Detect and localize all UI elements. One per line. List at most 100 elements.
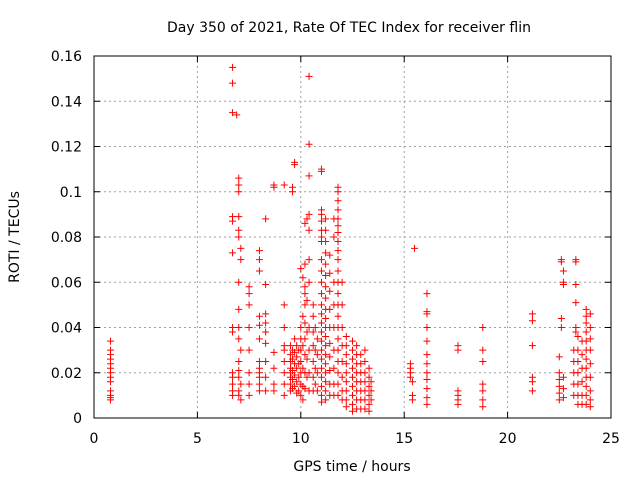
- data-point: [107, 378, 115, 386]
- data-point: [317, 337, 325, 345]
- data-point: [322, 342, 330, 350]
- data-point: [317, 310, 325, 318]
- data-point: [245, 290, 253, 298]
- data-point: [235, 324, 243, 331]
- data-point: [303, 328, 311, 336]
- data-point: [338, 324, 346, 331]
- data-point: [338, 373, 346, 381]
- data-point: [365, 382, 373, 390]
- data-point: [311, 364, 319, 372]
- data-point: [295, 373, 303, 381]
- data-point: [582, 337, 590, 345]
- x-tick-label: 5: [193, 431, 202, 447]
- data-point: [317, 398, 325, 406]
- data-point: [582, 364, 590, 372]
- data-point: [528, 342, 536, 350]
- data-point: [255, 387, 263, 395]
- data-point: [342, 360, 350, 368]
- data-point: [326, 339, 334, 347]
- data-point: [262, 310, 270, 318]
- data-point: [586, 403, 594, 411]
- y-tick-label: 0.06: [51, 275, 82, 291]
- data-point: [262, 357, 270, 365]
- data-point: [317, 373, 325, 381]
- data-point: [255, 380, 263, 388]
- data-point: [586, 396, 594, 404]
- data-point: [349, 407, 356, 415]
- data-point: [322, 226, 330, 234]
- data-point: [235, 213, 243, 221]
- data-point: [334, 369, 342, 377]
- data-point: [301, 385, 309, 393]
- data-points: [107, 63, 594, 415]
- y-tick-label: 0.12: [51, 140, 82, 156]
- data-point: [262, 281, 270, 289]
- data-point: [299, 312, 307, 320]
- data-point: [305, 278, 313, 286]
- data-point: [559, 385, 567, 393]
- data-point: [361, 369, 369, 377]
- data-point: [303, 355, 311, 363]
- data-point: [235, 174, 243, 182]
- data-point: [245, 391, 253, 399]
- data-point: [423, 376, 431, 384]
- data-point: [280, 324, 288, 331]
- data-point: [586, 387, 594, 395]
- data-point: [280, 357, 288, 365]
- data-point: [309, 301, 317, 309]
- data-point: [479, 357, 487, 365]
- data-point: [334, 197, 342, 205]
- data-point: [237, 346, 245, 354]
- y-tick-label: 0.02: [51, 366, 82, 382]
- data-point: [280, 380, 288, 388]
- data-point: [361, 346, 369, 354]
- x-tick-label: 25: [602, 431, 620, 447]
- data-point: [322, 238, 330, 246]
- x-axis-label: GPS time / hours: [293, 459, 410, 475]
- data-point: [317, 267, 325, 275]
- data-point: [330, 364, 338, 372]
- data-point: [559, 281, 567, 289]
- data-point: [245, 324, 253, 331]
- data-point: [107, 396, 115, 404]
- data-point: [313, 335, 321, 343]
- y-tick-label: 0.08: [51, 230, 82, 246]
- data-point: [309, 342, 317, 350]
- data-point: [317, 391, 325, 399]
- data-point: [255, 321, 263, 329]
- data-point: [270, 364, 278, 372]
- data-point: [559, 373, 567, 381]
- data-point: [235, 188, 243, 196]
- data-point: [270, 380, 278, 388]
- data-point: [574, 333, 582, 341]
- data-point: [229, 63, 237, 71]
- data-point: [262, 339, 270, 347]
- data-point: [299, 364, 307, 372]
- data-point: [334, 256, 342, 264]
- data-point: [229, 373, 237, 381]
- data-point: [289, 188, 297, 196]
- data-point: [322, 294, 330, 302]
- data-point: [299, 274, 307, 282]
- data-point: [286, 342, 294, 350]
- data-point: [297, 357, 305, 365]
- data-point: [235, 357, 243, 365]
- data-point: [322, 360, 330, 368]
- data-point: [572, 281, 580, 289]
- data-point: [235, 373, 243, 381]
- data-point: [291, 382, 299, 390]
- y-tick-label: 0.14: [51, 94, 82, 110]
- data-point: [309, 312, 317, 320]
- data-point: [338, 357, 346, 365]
- data-point: [334, 335, 342, 343]
- data-point: [235, 305, 243, 313]
- data-point: [423, 310, 431, 318]
- data-point: [353, 342, 361, 350]
- data-point: [293, 378, 301, 386]
- data-point: [411, 244, 419, 252]
- chart-title: Day 350 of 2021, Rate Of TEC Index for r…: [167, 20, 531, 36]
- data-point: [349, 373, 356, 381]
- data-point: [233, 111, 241, 119]
- data-point: [229, 380, 237, 388]
